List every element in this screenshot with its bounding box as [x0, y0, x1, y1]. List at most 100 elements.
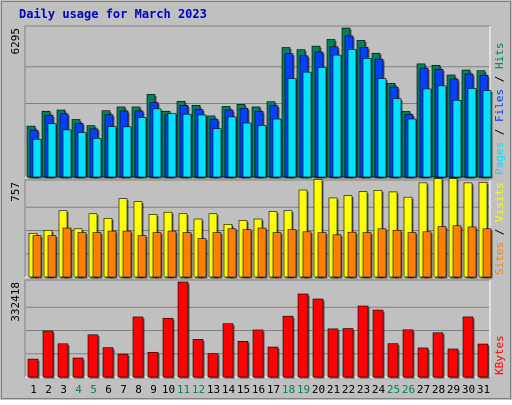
x-tick-label: 12 — [192, 383, 205, 396]
pages-bar — [347, 49, 357, 178]
sites-bar — [347, 231, 357, 278]
x-tick-label: 5 — [90, 383, 97, 396]
kbytes-bar — [192, 339, 204, 378]
x-tick-label: 31 — [477, 383, 490, 396]
pages-bar — [302, 71, 312, 178]
kbytes-bar — [237, 340, 249, 378]
chart-title: Daily usage for March 2023 — [19, 7, 207, 21]
sites-bar — [152, 232, 162, 278]
kbytes-bar — [102, 347, 114, 378]
pages-bar — [392, 98, 402, 178]
pages-bar — [317, 67, 327, 178]
legend-files: Files — [493, 89, 506, 122]
kbytes-bar — [312, 298, 324, 378]
sites-bar — [377, 228, 387, 278]
kbytes-bar — [462, 316, 474, 378]
legend-kbytes: KBytes — [493, 335, 506, 375]
sites-bar — [422, 231, 432, 278]
legend-hits: Hits — [493, 43, 506, 70]
kbytes-bar — [267, 346, 279, 378]
kbytes-bar — [297, 293, 309, 378]
kbytes-bar — [477, 343, 489, 378]
pages-bar — [272, 118, 282, 178]
sites-bar — [167, 230, 177, 278]
kbytes-bar — [327, 328, 339, 378]
sites-bar — [242, 229, 252, 278]
pages-bar — [452, 100, 462, 178]
kbytes-bar — [417, 347, 429, 378]
pages-bar — [257, 125, 267, 178]
kbytes-bar — [27, 358, 39, 378]
sites-bar — [107, 230, 117, 278]
pages-bar — [77, 132, 87, 178]
x-tick-label: 19 — [297, 383, 310, 396]
x-tick-label: 13 — [207, 383, 220, 396]
legend-visits: Visits — [493, 182, 506, 222]
legend-sites: Sites — [493, 242, 506, 275]
panel-1-legend: Pages / Files / Hits — [493, 43, 506, 176]
pages-bar — [242, 122, 252, 178]
sites-bar — [122, 230, 132, 278]
legend-separator: / — [493, 122, 506, 142]
x-tick-label: 10 — [162, 383, 175, 396]
sites-bar — [197, 238, 207, 278]
x-tick-label: 11 — [177, 383, 190, 396]
x-tick-label: 1 — [30, 383, 37, 396]
x-tick-label: 20 — [312, 383, 325, 396]
x-tick-label: 28 — [432, 383, 445, 396]
x-tick-label: 4 — [75, 383, 82, 396]
sites-bar — [392, 230, 402, 278]
sites-bar — [227, 228, 237, 278]
kbytes-bar — [282, 315, 294, 378]
x-tick-label: 30 — [462, 383, 475, 396]
kbytes-bar — [432, 332, 444, 378]
pages-bar — [47, 123, 57, 178]
sites-bar — [32, 235, 42, 278]
x-tick-label: 25 — [387, 383, 400, 396]
sites-bar — [362, 232, 372, 278]
hits-panel-max-label: 6295 — [9, 28, 22, 55]
kbytes-panel-max-label: 332418 — [9, 282, 22, 322]
sites-bar — [62, 227, 72, 278]
kbytes-bar — [357, 305, 369, 378]
kbytes-bar — [147, 351, 159, 378]
legend-separator: / — [493, 69, 506, 89]
kbytes-bar — [117, 353, 129, 378]
pages-bar — [92, 138, 102, 178]
kbytes-bar — [72, 357, 84, 378]
pages-bar — [362, 58, 372, 178]
x-tick-label: 27 — [417, 383, 430, 396]
sites-bar — [332, 234, 342, 278]
sites-bar — [452, 225, 462, 278]
panel-2-legend: Sites / Visits — [493, 182, 506, 275]
sites-bar — [212, 232, 222, 278]
pages-bar — [62, 129, 72, 178]
pages-bar — [407, 118, 417, 178]
kbytes-bar — [57, 343, 69, 378]
kbytes-bar — [42, 330, 54, 378]
x-tick-label: 22 — [342, 383, 355, 396]
sites-bar — [437, 226, 447, 278]
pages-bar — [332, 54, 342, 178]
kbytes-bar — [252, 329, 264, 378]
visits-panel-max-label: 757 — [9, 182, 22, 202]
kbytes-bar — [207, 353, 219, 378]
pages-bar — [227, 116, 237, 178]
x-tick-label: 26 — [402, 383, 415, 396]
x-tick-label: 24 — [372, 383, 386, 396]
pages-bar — [422, 88, 432, 178]
sites-bar — [407, 232, 417, 278]
sites-bar — [272, 232, 282, 278]
kbytes-bar — [447, 348, 459, 378]
kbytes-bar — [162, 317, 174, 378]
x-tick-label: 21 — [327, 383, 340, 396]
kbytes-bar — [177, 281, 189, 378]
sites-bar — [482, 228, 492, 278]
kbytes-bar — [87, 334, 99, 378]
sites-bar — [302, 231, 312, 278]
pages-bar — [287, 78, 297, 178]
x-tick-label: 7 — [120, 383, 127, 396]
kbytes-bar — [222, 323, 234, 378]
